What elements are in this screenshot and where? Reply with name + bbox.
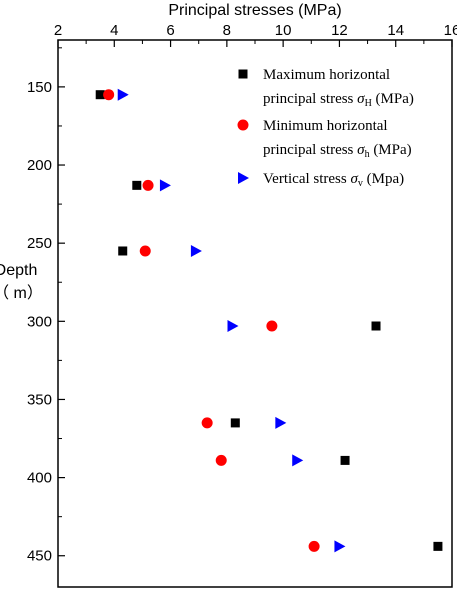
legend-label: principal stress σh (MPa) [263,142,412,160]
x-tick-label: 12 [331,22,348,39]
data-point-series-1 [230,418,240,428]
legend-label-line1: Maximum horizontal [263,67,390,83]
y-tick-label: 200 [27,157,52,174]
y-tick-label: 250 [27,235,52,252]
data-point-series-2 [103,89,115,101]
x-tick-label: 6 [166,22,174,39]
data-marks [95,88,443,553]
data-point-series-2 [201,417,213,429]
data-point-series-3 [275,416,287,429]
y-tick-label: 400 [27,470,52,487]
y-tick-label: 450 [27,548,52,565]
y-tick-label: 150 [27,79,52,96]
data-point-series-3 [292,454,304,467]
legend-marker-3 [238,172,249,184]
legend-label: Vertical stress σv (Mpa) [263,171,404,189]
x-tick-label: 16 [444,22,457,39]
data-point-series-2 [139,245,151,257]
legend-marker-2 [237,119,249,131]
plot-frame [57,39,453,588]
x-tick-label: 2 [54,22,62,39]
data-point-series-3 [334,540,346,553]
data-point-series-1 [340,455,350,465]
data-point-series-1 [433,541,443,551]
x-tick-label: 8 [223,22,231,39]
legend-marker-1 [238,69,248,79]
data-point-series-3 [227,320,239,333]
x-tick-label: 14 [387,22,404,39]
x-axis-title: Principal stresses (MPa) [168,2,341,19]
x-tick-label: 4 [110,22,118,39]
y-axis-title-line1: Depth [0,262,37,279]
data-point-series-3 [159,179,171,192]
y-tick-label: 300 [27,313,52,330]
legend-label-line1: Minimum horizontal [263,118,388,134]
legend-label: principal stress σH (MPa) [263,91,414,109]
data-point-series-2 [142,179,154,191]
data-point-series-1 [132,180,142,190]
data-point-series-2 [266,320,278,332]
x-tick-label: 10 [275,22,292,39]
axis-ticks: 2 4 6 8 10 12 14 16 150 200 250 300 350 400 450 [27,22,457,565]
data-point-series-2 [308,540,320,552]
y-axis-title-line2: （ m） [0,284,43,302]
data-point-series-3 [117,88,129,101]
legend: Maximum horizontal principal stress σH (M… [237,67,414,189]
data-point-series-1 [371,321,381,331]
data-point-series-1 [95,90,105,100]
data-point-series-1 [118,246,128,256]
data-point-series-2 [215,454,227,466]
y-tick-label: 350 [27,391,52,408]
data-point-series-3 [190,244,202,257]
